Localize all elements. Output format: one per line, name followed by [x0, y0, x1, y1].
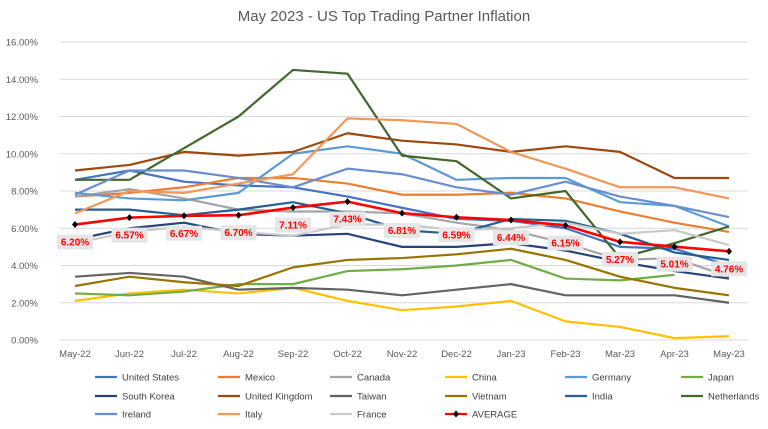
legend-label: India	[592, 392, 613, 403]
average-marker	[126, 214, 133, 222]
average-marker	[235, 211, 242, 219]
series-line-china	[74, 286, 730, 340]
x-tick-label: Oct-22	[333, 349, 362, 360]
series-line-united-kingdom	[74, 132, 729, 180]
legend-label: China	[472, 373, 498, 384]
x-tick-label: Jul-22	[171, 349, 197, 360]
x-tick-label: Aug-22	[223, 349, 254, 360]
x-tick-label: Dec-22	[441, 349, 472, 360]
y-tick-label: 0.00%	[11, 336, 38, 347]
data-label: 6.44%	[497, 233, 525, 244]
data-label-box	[602, 251, 638, 267]
data-label-box	[493, 230, 529, 246]
data-label-box	[438, 227, 475, 243]
legend-marker	[453, 410, 459, 418]
data-label: 6.67%	[170, 229, 198, 240]
y-tick-label: 12.00%	[6, 112, 39, 123]
legend-label: Vietnam	[472, 392, 507, 403]
series-line-mexico	[74, 176, 730, 234]
x-tick-label: Sep-22	[278, 349, 309, 360]
legend-label: United Kingdom	[245, 392, 313, 403]
data-label: 7.11%	[279, 221, 307, 232]
average-marker	[72, 221, 78, 229]
data-label-box	[111, 227, 148, 243]
data-label-box	[711, 261, 747, 277]
y-tick-label: 14.00%	[6, 75, 39, 86]
data-label: 6.57%	[115, 231, 143, 242]
x-tick-label: Jan-23	[496, 349, 525, 360]
x-tick-label: Jun-22	[115, 349, 144, 360]
data-label-box	[57, 234, 93, 250]
legend-label: Italy	[245, 410, 263, 421]
average-marker	[508, 216, 514, 224]
data-label: 4.76%	[715, 264, 743, 275]
x-tick-label: Nov-22	[387, 349, 418, 360]
legend-label: Taiwan	[357, 392, 387, 403]
series-line-japan	[74, 258, 675, 297]
x-tick-label: May-22	[59, 349, 91, 360]
y-tick-label: 4.00%	[11, 261, 38, 272]
legend-label: Netherlands	[708, 392, 759, 403]
data-label: 6.15%	[551, 238, 579, 249]
data-label-box	[547, 235, 584, 251]
y-tick-label: 2.00%	[11, 298, 38, 309]
data-label-box	[166, 225, 202, 241]
data-label: 6.70%	[224, 228, 252, 239]
average-marker	[181, 212, 187, 220]
legend-label: South Korea	[122, 392, 176, 403]
data-label-box	[220, 225, 257, 241]
legend-label: France	[357, 410, 387, 421]
series-line-taiwan	[74, 271, 730, 304]
data-label: 6.59%	[442, 230, 470, 241]
y-tick-label: 8.00%	[11, 187, 38, 198]
legend-label: AVERAGE	[472, 410, 517, 421]
series-line-united-states	[74, 169, 730, 267]
data-label-box	[656, 256, 693, 272]
data-label: 5.27%	[606, 255, 634, 266]
data-label: 6.20%	[61, 238, 89, 249]
y-tick-label: 10.00%	[6, 149, 39, 160]
legend-label: Mexico	[245, 373, 275, 384]
average-marker	[562, 221, 569, 229]
average-marker	[290, 204, 296, 212]
legend-label: Germany	[592, 373, 631, 384]
x-tick-label: Apr-23	[660, 349, 689, 360]
legend-label: Canada	[357, 373, 391, 384]
data-label: 6.81%	[388, 226, 416, 237]
average-marker	[617, 238, 623, 246]
series-line-italy	[74, 117, 730, 215]
legend-label: Ireland	[122, 410, 151, 421]
chart-title: May 2023 - US Top Trading Partner Inflat…	[237, 8, 531, 25]
series-line-ireland	[74, 167, 730, 219]
average-marker	[726, 247, 732, 255]
data-label-box	[384, 223, 420, 239]
data-label: 7.43%	[333, 215, 361, 226]
data-label-box	[275, 217, 311, 233]
x-tick-label: May-23	[713, 349, 745, 360]
data-label-box	[329, 211, 366, 227]
legend-label: Japan	[708, 373, 734, 384]
data-label: 5.01%	[660, 260, 688, 271]
average-marker	[344, 198, 351, 206]
x-tick-label: Feb-23	[550, 349, 580, 360]
x-tick-label: Mar-23	[605, 349, 635, 360]
y-tick-label: 16.00%	[6, 38, 39, 49]
average-marker	[671, 243, 678, 251]
legend-label: United States	[122, 373, 179, 384]
average-marker	[453, 213, 460, 221]
average-marker	[399, 209, 405, 217]
series-line-vietnam	[74, 247, 730, 297]
y-tick-label: 6.00%	[11, 224, 38, 235]
